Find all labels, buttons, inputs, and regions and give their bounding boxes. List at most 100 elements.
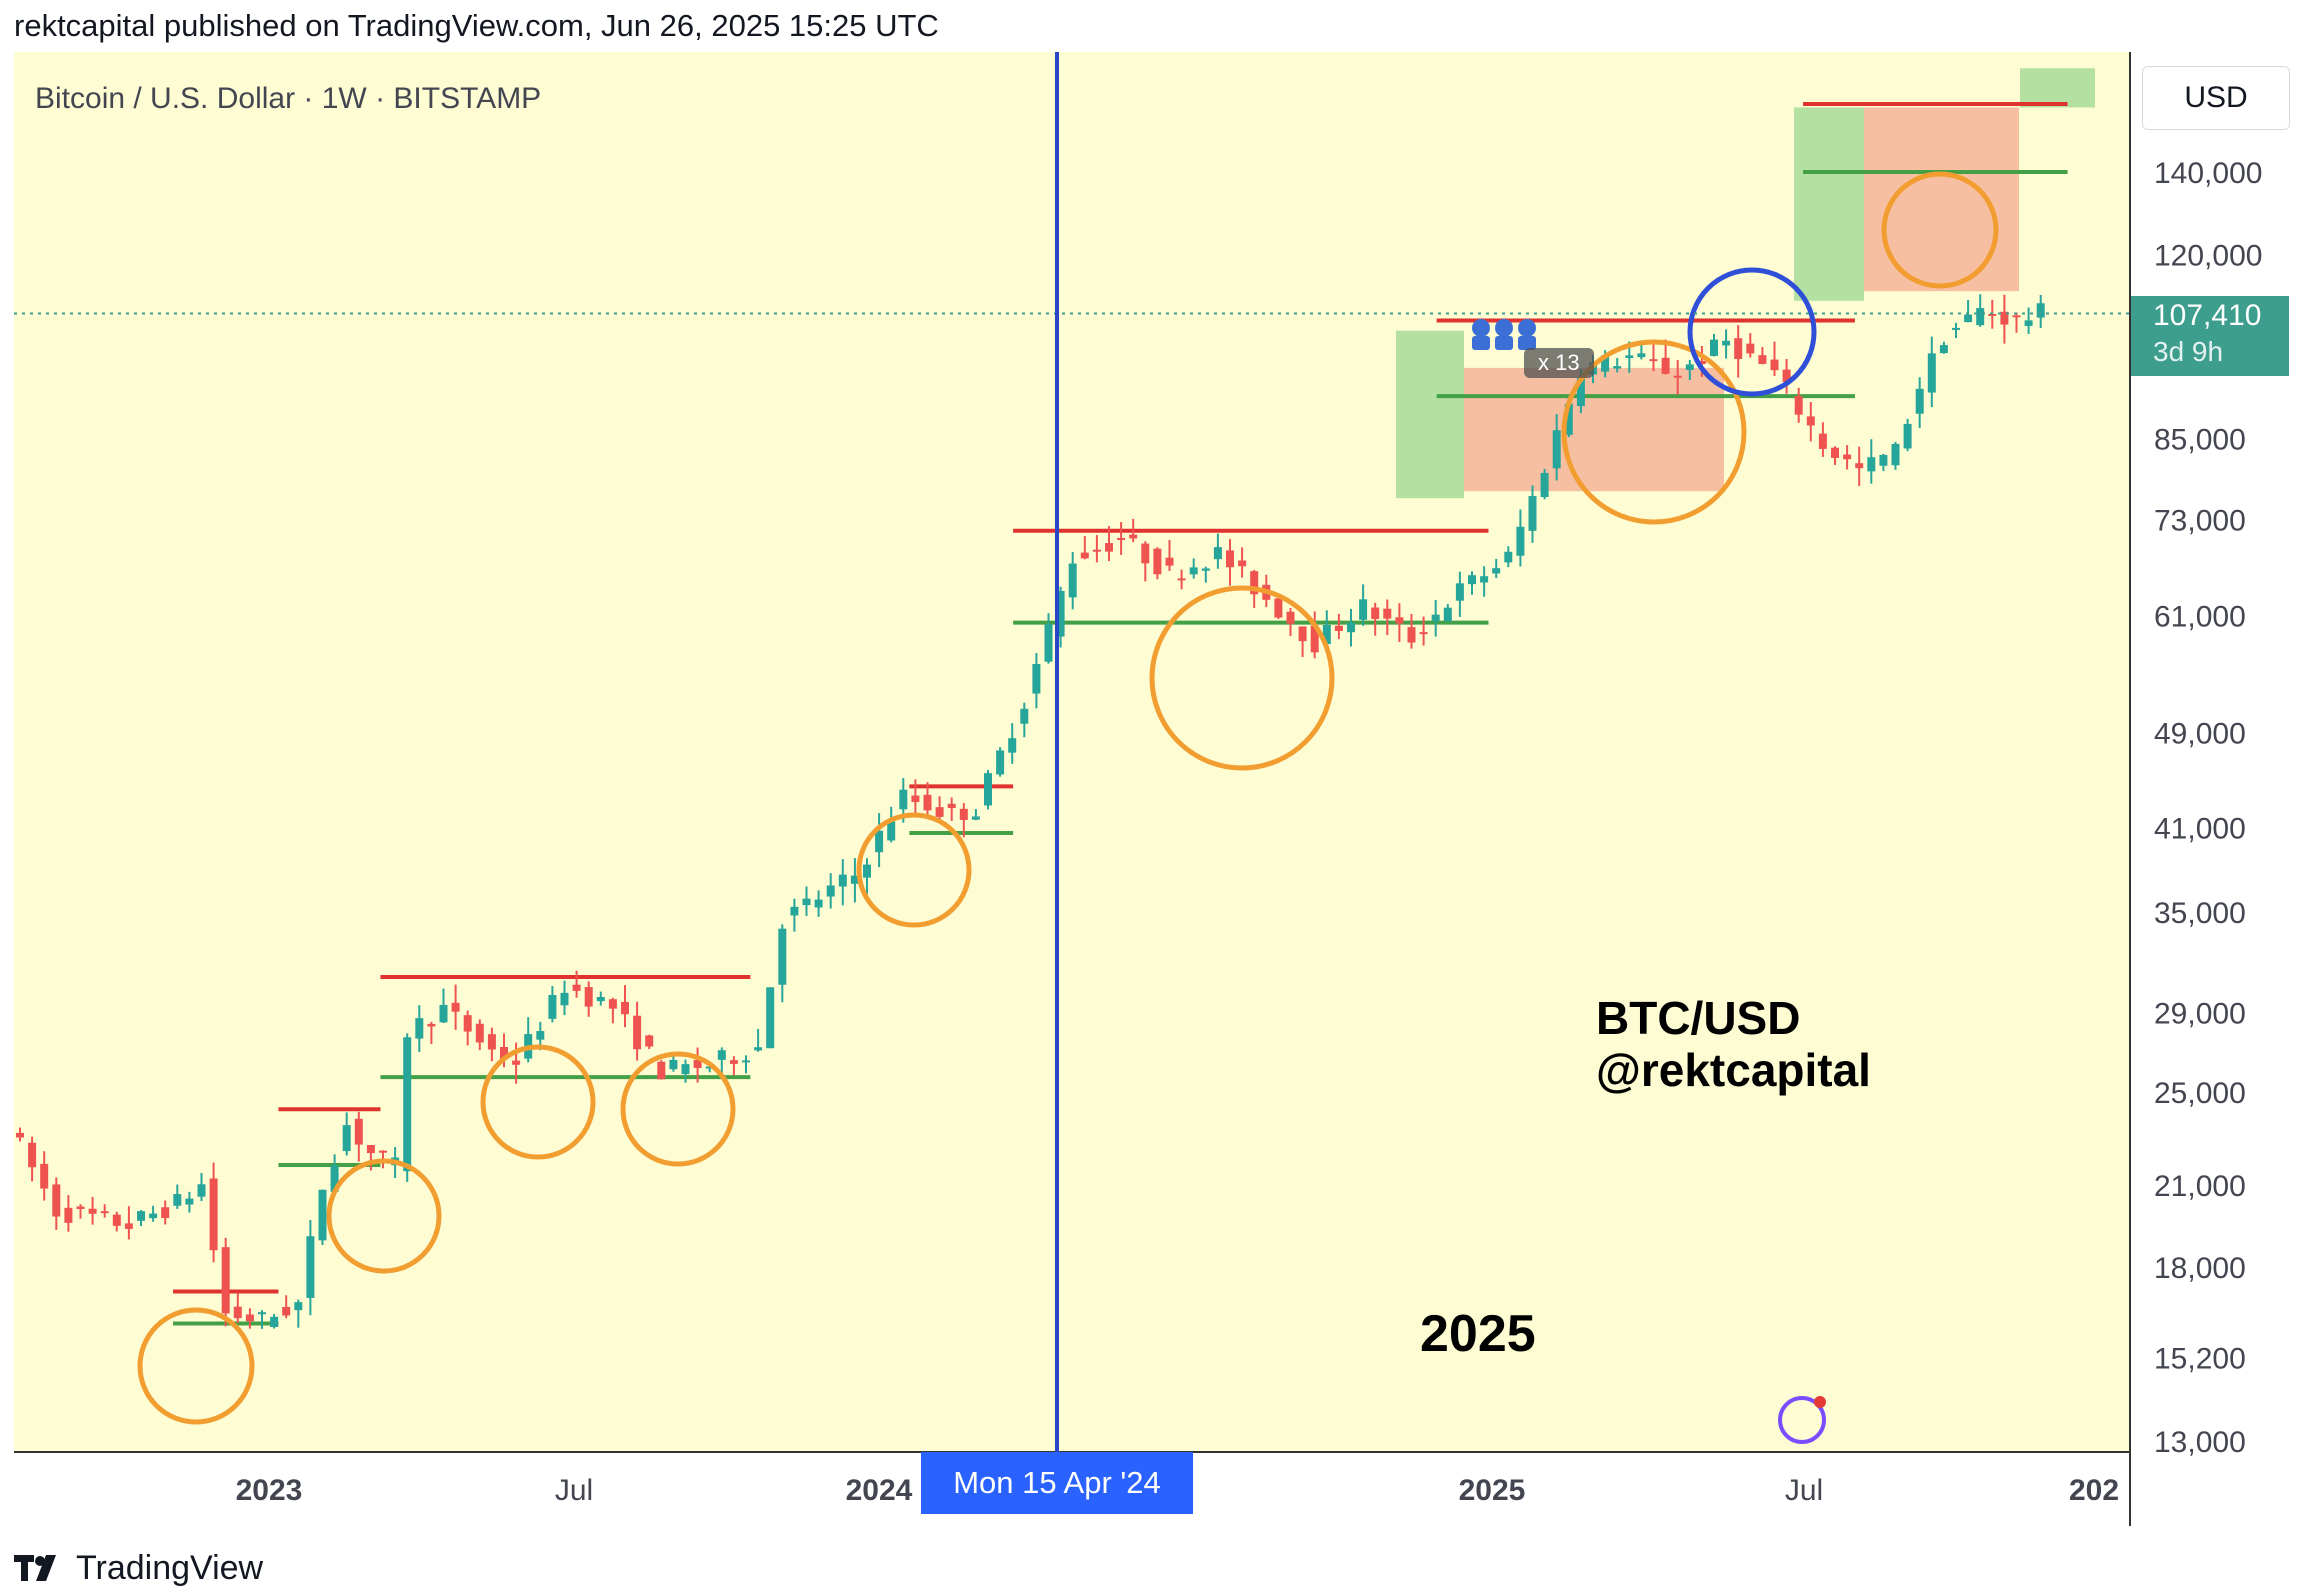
candle-body-159: [1939, 345, 1948, 354]
candle-body-76: [935, 807, 944, 817]
candle-body-73: [899, 789, 908, 810]
candle-body-7: [100, 1211, 109, 1214]
candle-body-6: [88, 1208, 97, 1214]
candle-body-52: [645, 1035, 654, 1047]
highlight-circle-7: [1881, 171, 1999, 289]
candle-body-125: [1528, 496, 1537, 531]
alert-stack-icon-1: [1495, 336, 1513, 350]
position-zone-3: [1864, 107, 2019, 292]
candle-body-75: [923, 794, 932, 811]
candle-body-154: [1879, 454, 1888, 466]
watermark-text: BTC/USD @rektcapital: [1596, 992, 1871, 1096]
highlight-circle-4: [856, 812, 972, 928]
current-price-value: 107,410: [2153, 299, 2262, 332]
highlight-circle-8: [1687, 267, 1817, 397]
candle-body-119: [1455, 583, 1464, 601]
candle-body-68: [838, 874, 847, 887]
candle-body-41: [512, 1060, 521, 1065]
candle-body-161: [1964, 314, 1973, 323]
candle-body-36: [451, 1002, 460, 1012]
candle-body-127: [1552, 430, 1561, 469]
price-axis-ticks: 140,000 120,000 85,000 73,000 61,000 49,000 41…: [2154, 157, 2262, 1459]
candle-body-148: [1806, 416, 1815, 426]
price-tick-label-10: 25,000: [2154, 1077, 2246, 1110]
candle-body-134: [1637, 353, 1646, 358]
candle-body-156: [1903, 423, 1912, 449]
position-zone-0: [1396, 330, 1464, 499]
price-tick-label-3: 85,000: [2154, 423, 2246, 456]
candle-body-107: [1310, 625, 1319, 653]
footer-brand: TradingView: [14, 1546, 263, 1590]
candle-body-23: [294, 1302, 303, 1311]
candle-body-49: [608, 999, 617, 1009]
price-tick-label-14: 13,000: [2154, 1426, 2246, 1459]
candle-body-81: [996, 750, 1005, 775]
candle-body-16: [209, 1178, 218, 1251]
candle-body-94: [1153, 548, 1162, 575]
candle-body-64: [790, 906, 799, 916]
candle-body-164: [2000, 311, 2009, 325]
price-tick-label-11: 21,000: [2154, 1170, 2246, 1203]
time-axis-label-5: Jul: [1785, 1474, 1823, 1507]
zones-layer: [1396, 68, 2095, 499]
candle-body-3: [52, 1184, 61, 1217]
watermark-line2: @rektcapital: [1596, 1044, 1871, 1096]
price-tick-label-0: 140,000: [2154, 157, 2262, 190]
candle-body-165: [2012, 315, 2021, 318]
price-tick-label-12: 18,000: [2154, 1252, 2246, 1285]
candle-body-13: [173, 1194, 182, 1206]
candle-body-32: [403, 1037, 412, 1172]
candle-body-147: [1794, 396, 1803, 415]
candle-body-77: [947, 803, 956, 809]
price-tick-label-7: 41,000: [2154, 813, 2246, 846]
axis-background: [2130, 52, 2302, 1526]
candle-body-112: [1371, 607, 1380, 619]
candle-body-155: [1891, 443, 1900, 466]
candle-body-85: [1044, 624, 1053, 662]
candle-body-48: [596, 997, 605, 1002]
time-axis-label-1: Jul: [555, 1474, 593, 1507]
candle-body-122: [1492, 568, 1501, 574]
candle-body-138: [1685, 364, 1694, 370]
candle-body-62: [766, 987, 775, 1049]
candle-body-124: [1516, 526, 1525, 556]
currency-button[interactable]: USD: [2142, 66, 2290, 130]
candle-body-116: [1419, 632, 1428, 635]
candle-body-15: [197, 1184, 206, 1197]
highlight-circle-2: [480, 1044, 596, 1160]
candle-body-96: [1177, 578, 1186, 581]
price-tick-label-1: 120,000: [2154, 239, 2262, 272]
candle-body-12: [161, 1207, 170, 1218]
symbol-title: Bitcoin / U.S. Dollar · 1W · BITSTAMP: [35, 82, 542, 115]
candle-body-100: [1226, 550, 1234, 568]
candle-body-92: [1129, 534, 1138, 539]
crosshair-date-label: Mon 15 Apr '24: [921, 1452, 1193, 1514]
candle-body-146: [1782, 369, 1791, 382]
candle-body-0: [16, 1132, 24, 1138]
candle-body-145: [1770, 359, 1779, 371]
price-chart[interactable]: 140,000 120,000 85,000 73,000 61,000 49,000 41…: [14, 52, 2302, 1526]
candle-body-108: [1322, 624, 1331, 645]
position-zone-2: [1794, 107, 1864, 301]
candle-body-82: [1008, 738, 1017, 753]
candle-body-39: [487, 1034, 496, 1050]
candle-body-87: [1068, 563, 1077, 598]
candle-body-160: [1952, 327, 1960, 330]
candle-body-11: [149, 1213, 158, 1219]
candle-body-35: [439, 1004, 448, 1023]
time-axis-label-2: 2024: [846, 1474, 913, 1507]
candle-body-162: [1976, 308, 1985, 326]
candle-body-59: [729, 1060, 738, 1064]
candle-body-37: [463, 1015, 472, 1032]
time-axis-label-4: 2025: [1459, 1474, 1526, 1507]
candle-body-9: [124, 1223, 133, 1229]
position-zone-1: [1464, 367, 1724, 492]
candle-body-136: [1661, 357, 1670, 374]
chart-frame[interactable]: 140,000 120,000 85,000 73,000 61,000 49,000 41…: [14, 52, 2302, 1526]
candle-body-129: [1576, 377, 1585, 407]
price-tick-label-4: 73,000: [2154, 505, 2246, 538]
candle-body-99: [1213, 547, 1222, 560]
time-axis-label-0: 2023: [236, 1474, 303, 1507]
price-tick-label-6: 49,000: [2154, 718, 2246, 751]
candle-body-1: [28, 1142, 37, 1168]
